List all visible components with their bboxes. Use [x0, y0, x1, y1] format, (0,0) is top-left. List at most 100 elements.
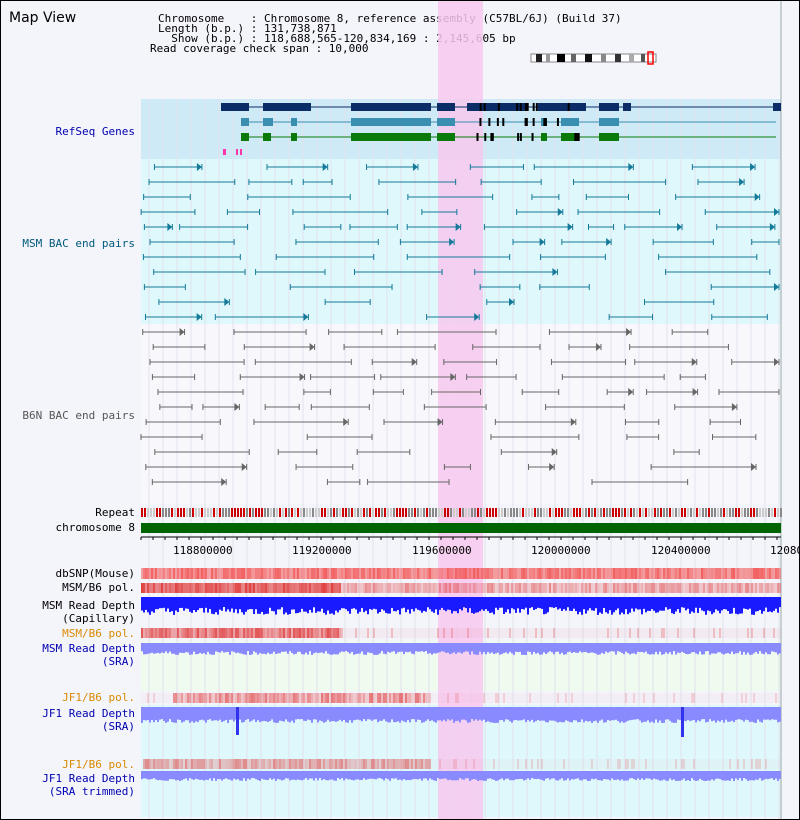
- jf1-trim-depth-bar: [397, 771, 399, 781]
- jf1-pol2-cell: [229, 759, 231, 769]
- jf1-sra-depth-bar: [581, 707, 583, 720]
- msm-pol2-cell: [689, 628, 691, 638]
- jf1-sra-depth-bar: [521, 707, 523, 721]
- msm-sra-depth-bar: [189, 643, 191, 655]
- jf1-pol-cell: [475, 693, 477, 703]
- dbsnp-cell: [209, 568, 211, 579]
- msm-pol-cell: [633, 583, 635, 593]
- jf1-pol-cell: [583, 693, 585, 703]
- gene-marker: [236, 149, 238, 155]
- jf1-pol-cell: [543, 693, 545, 703]
- jf1-pol-cell: [549, 693, 551, 703]
- msm-pol2-cell: [473, 628, 475, 638]
- msm-pol-cell: [177, 583, 179, 593]
- jf1-pol-cell: [513, 693, 515, 703]
- msm-sra-depth-bar: [759, 643, 761, 652]
- jf1-sra-depth-bar: [365, 707, 367, 721]
- jf1-pol2-cell: [199, 759, 201, 769]
- msm-cap-depth-bar: [523, 597, 525, 610]
- jf1-sra-depth-bar: [473, 707, 475, 721]
- jf1-sra-depth-bar: [741, 707, 743, 721]
- jf1-trim-depth-bar: [167, 771, 169, 781]
- jf1-pol-cell: [371, 693, 373, 703]
- jf1-pol2-cell: [489, 759, 491, 769]
- msm-sra-depth-bar: [371, 643, 373, 654]
- dbsnp-cell: [333, 568, 335, 579]
- jf1-trim-depth-bar: [499, 771, 501, 780]
- jf1-trim-depth-bar: [663, 771, 665, 780]
- dbsnp-cell: [189, 568, 191, 579]
- msm-sra-depth-bar: [685, 643, 687, 655]
- jf1-sra-depth-bar: [697, 707, 699, 721]
- b6n-bac-pair: [595, 343, 601, 351]
- msm-sra-depth-bar: [167, 643, 169, 654]
- msm-cap-depth-bar: [171, 597, 173, 612]
- msm-cap-depth-bar: [711, 597, 713, 615]
- jf1-trim-depth-bar: [587, 771, 589, 781]
- jf1-trim-depth-bar: [573, 771, 575, 780]
- jf1-pol-cell: [539, 693, 541, 703]
- jf1-sra-depth-bar: [579, 707, 581, 722]
- jf1-pol2-cell: [161, 759, 163, 769]
- jf1-pol-cell: [411, 693, 413, 703]
- msm-sra-depth-bar: [305, 643, 307, 653]
- msm-cap-depth-bar: [639, 597, 641, 610]
- jf1-pol2-cell: [495, 759, 497, 769]
- jf1-trim-depth-bar: [291, 771, 293, 780]
- dbsnp-cell: [471, 568, 473, 579]
- jf1-pol-cell: [551, 693, 553, 703]
- msm-pol-cell: [763, 583, 765, 593]
- jf1-trim-depth-bar: [531, 771, 533, 779]
- jf1-sra-depth-bar: [217, 707, 219, 721]
- msm-sra-depth-bar: [623, 643, 625, 655]
- msm-sra-depth-bar: [145, 643, 147, 655]
- jf1-pol2-cell: [491, 759, 493, 769]
- jf1-pol-cell: [585, 693, 587, 703]
- jf1-pol-cell: [771, 693, 773, 703]
- msm-pol-cell: [653, 583, 655, 593]
- dbsnp-cell: [553, 568, 555, 579]
- msm-cap-depth-bar: [741, 597, 743, 614]
- jf1-trim-depth-bar: [537, 771, 539, 779]
- jf1-pol-cell: [295, 693, 297, 703]
- msm-pol-cell: [251, 583, 253, 593]
- jf1-pol2-cell: [609, 759, 611, 769]
- jf1-sra-depth-bar: [417, 707, 419, 720]
- dbsnp-cell: [711, 568, 713, 579]
- msm-sra-depth-bar: [545, 643, 547, 655]
- jf1-pol2-cell: [639, 759, 641, 769]
- jf1-pol-cell: [305, 693, 307, 703]
- jf1-trim-depth-bar: [481, 771, 483, 781]
- repeat-mark: [459, 508, 461, 517]
- jf1-pol2-cell: [629, 759, 631, 769]
- msm-sra-depth-bar: [275, 643, 277, 654]
- jf1-pol-cell: [493, 693, 495, 703]
- msm-pol-cell: [551, 583, 553, 593]
- jf1-pol-cell: [593, 693, 595, 703]
- jf1-pol-cell: [591, 693, 593, 703]
- repeat-mark: [732, 508, 734, 517]
- dbsnp-cell: [353, 568, 355, 579]
- dbsnp-cell: [361, 568, 363, 579]
- jf1-pol-cell: [189, 693, 191, 703]
- jf1-trim-depth-bar: [211, 771, 213, 781]
- b6n-bac-pair: [299, 373, 305, 381]
- jf1-trim-depth-bar: [621, 771, 623, 780]
- msm-cap-depth-bar: [659, 597, 661, 611]
- dbsnp-cell: [761, 568, 763, 579]
- jf1-sra-depth-bar: [649, 707, 651, 723]
- jf1-sra-depth-bar: [311, 707, 313, 723]
- msm-cap-depth-bar: [245, 597, 247, 612]
- jf1-sra-depth-bar: [163, 707, 165, 721]
- dbsnp-cell: [367, 568, 369, 579]
- jf1-trim-depth-bar: [535, 771, 537, 780]
- gene-exon: [541, 133, 547, 141]
- jf1-sra-depth-bar: [367, 707, 369, 720]
- dbsnp-cell: [205, 568, 207, 579]
- msm-cap-depth-bar: [321, 597, 323, 609]
- msm-sra-depth-bar: [747, 643, 749, 653]
- msm-sra-depth-bar: [689, 643, 691, 654]
- msm-sra-depth-bar: [359, 643, 361, 654]
- repeat-mark: [411, 508, 413, 517]
